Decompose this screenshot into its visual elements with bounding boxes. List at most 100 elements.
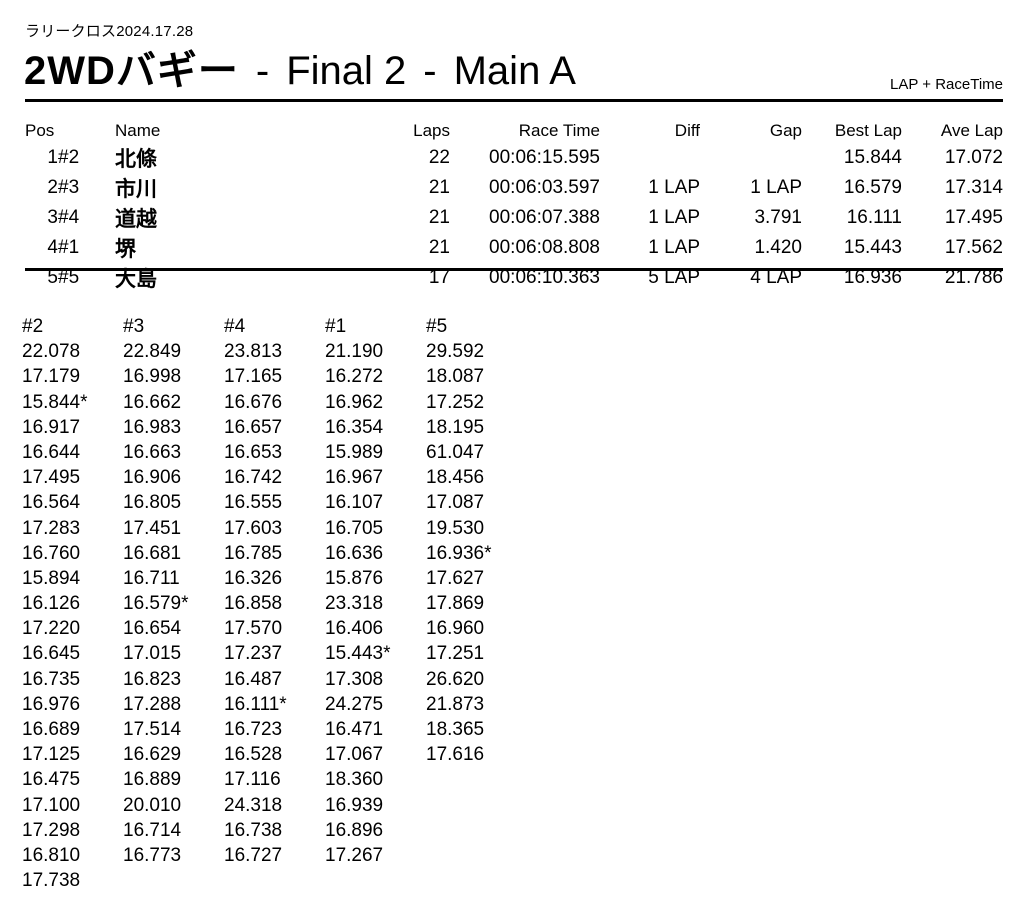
lap-time: 16.354 [325, 416, 384, 438]
col-header-car [58, 118, 115, 143]
lap-time: 17.616 [426, 744, 485, 766]
ave-lap-cell: 17.072 [944, 147, 1003, 168]
diff-cell: 1 LAP [648, 207, 700, 228]
lap-time: 17.627 [426, 567, 485, 589]
lap-time: 17.087 [426, 492, 485, 514]
lap-column-header: #1 [325, 316, 347, 337]
lap-time: 16.705 [325, 517, 384, 539]
lap-time: 17.125 [22, 744, 81, 766]
lap-time: 16.107 [325, 492, 384, 514]
lap-time: 16.967 [325, 467, 384, 489]
ave-lap-cell: 21.786 [944, 267, 1003, 288]
lap-time: 61.047 [426, 441, 485, 463]
col-header-race-time: Race Time [518, 120, 600, 140]
laps-cell: 22 [428, 147, 450, 168]
gap-cell [700, 143, 802, 173]
lap-time: 26.620 [426, 668, 485, 690]
lap-time: 16.657 [224, 416, 283, 438]
lap-time: 16.645 [22, 643, 81, 665]
lap-column: #4 23.813 17.165 16.676 16.657 16.653 16.742 16… [224, 314, 325, 893]
lap-time: 17.267 [325, 844, 384, 866]
lap-column: #5 29.592 18.087 17.252 18.195 61.047 18.456 17… [426, 314, 527, 893]
lap-time: 16.723 [224, 719, 283, 740]
results-header-row: Pos Name Laps Race Time Diff Gap Best La… [25, 118, 1003, 143]
position-cell: 4 [47, 237, 58, 258]
result-row: 2 #3 市川 21 00:06:03.597 1 LAP 1 LAP 16.579 17.31… [25, 173, 1003, 203]
lap-time: 17.288 [123, 693, 182, 715]
lap-time: 16.326 [224, 567, 283, 589]
race-time-cell: 00:06:03.597 [489, 177, 600, 198]
lap-time: 16.906 [123, 467, 182, 489]
lap-time: 18.195 [426, 416, 485, 438]
header-rule [25, 99, 1003, 102]
lap-column: #1 21.190 16.272 16.962 16.354 15.989 16.967 16… [325, 314, 426, 893]
lap-time: 16.785 [224, 542, 283, 564]
best-lap-cell: 16.111 [846, 207, 902, 228]
lap-time: 17.283 [22, 517, 81, 539]
lap-time: 16.711 [123, 567, 180, 589]
laps-cell: 21 [428, 237, 450, 258]
lap-time: 16.939 [325, 794, 384, 816]
lap-time: 17.298 [22, 819, 81, 841]
lap-time: 16.896 [325, 819, 384, 841]
lap-time: 16.983 [123, 416, 182, 438]
lap-time: 16.936* [426, 542, 492, 564]
lap-chart: #2 22.078 17.179 15.844* 16.917 16.644 17.495 1… [22, 314, 527, 893]
best-lap-cell: 15.443 [843, 237, 902, 258]
ave-lap-cell: 17.495 [944, 207, 1003, 228]
lap-time: 16.810 [22, 844, 81, 866]
results-bottom-rule [25, 268, 1003, 271]
lap-time: 16.629 [123, 744, 182, 766]
driver-name-cell: 道越 [115, 208, 157, 231]
best-lap-cell: 15.844 [843, 147, 902, 168]
car-number-cell: #2 [58, 147, 80, 168]
race-time-cell: 00:06:15.595 [489, 147, 600, 168]
driver-name-cell: 市川 [115, 178, 157, 201]
lap-time: 15.894 [22, 567, 81, 589]
diff-cell: 1 LAP [648, 237, 700, 258]
best-lap-cell: 16.936 [843, 267, 902, 288]
gap-cell: 3.791 [754, 207, 802, 228]
lap-time: 16.636 [325, 542, 384, 564]
lap-time: 17.514 [123, 719, 182, 740]
position-cell: 1 [47, 147, 58, 168]
lap-time: 16.738 [224, 819, 283, 841]
lap-time: 17.570 [224, 618, 283, 640]
lap-time: 15.989 [325, 441, 384, 463]
lap-time: 16.528 [224, 744, 283, 766]
col-header-pos: Pos [25, 120, 55, 140]
lap-time: 16.976 [22, 693, 81, 715]
diff-cell: 1 LAP [648, 177, 700, 198]
lap-time: 17.451 [123, 517, 182, 539]
page-title: 2WDバギー - Final 2- Main A [24, 48, 576, 94]
lap-time: 16.681 [123, 542, 182, 564]
car-number-cell: #1 [58, 237, 80, 258]
lap-time: 16.272 [325, 366, 384, 388]
lap-time: 15.443* [325, 643, 391, 665]
lap-time: 16.475 [22, 769, 81, 791]
driver-name-cell: 北條 [115, 148, 157, 171]
title-heat: Main A [453, 49, 576, 93]
ave-lap-cell: 17.562 [944, 237, 1003, 258]
lap-time: 17.015 [123, 643, 182, 665]
lap-time: 17.603 [224, 517, 283, 539]
lap-time: 16.471 [325, 719, 384, 740]
laps-cell: 21 [428, 177, 450, 198]
lap-time: 16.111* [224, 693, 287, 715]
race-time-cell: 00:06:08.808 [489, 237, 600, 258]
gap-cell: 1 LAP [750, 177, 802, 198]
ave-lap-cell: 17.314 [944, 177, 1003, 198]
col-header-best-lap: Best Lap [834, 120, 902, 140]
result-row: 3 #4 道越 21 00:06:07.388 1 LAP 3.791 16.111 17.49… [25, 203, 1003, 233]
col-header-name: Name [115, 120, 161, 140]
title-separator: - [423, 49, 437, 93]
diff-cell [600, 143, 700, 173]
lap-time: 16.805 [123, 492, 182, 514]
lap-time: 16.998 [123, 366, 182, 388]
lap-column-header: #5 [426, 316, 448, 337]
driver-name-cell: 堺 [115, 238, 136, 261]
lap-time: 22.078 [22, 341, 81, 363]
lap-time: 16.663 [123, 441, 182, 463]
lap-time: 16.889 [123, 769, 182, 791]
laps-cell: 17 [428, 267, 450, 288]
